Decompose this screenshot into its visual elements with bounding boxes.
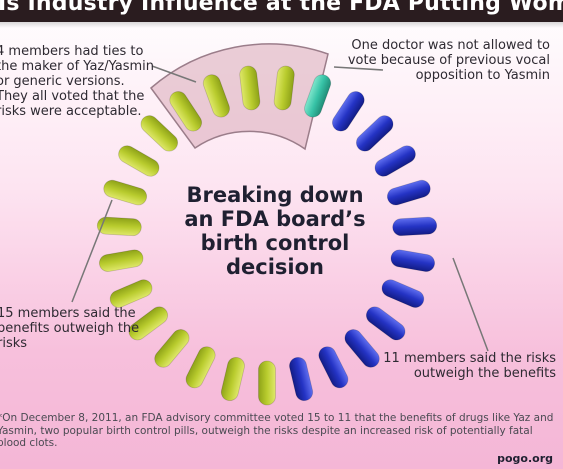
benefits-vote-pill	[103, 179, 148, 206]
risks-vote-pill	[355, 115, 394, 152]
center-title-line: decision	[226, 255, 324, 279]
benefits-vote-pill	[169, 91, 203, 132]
benefits-vote-pill	[239, 65, 261, 111]
pointer-line-risks	[452, 257, 489, 352]
center-title-line: birth control	[200, 231, 350, 255]
risks-vote-pill	[365, 306, 406, 341]
risks-vote-pill	[392, 216, 438, 237]
benefits-vote-pill	[154, 329, 190, 368]
title-bar: Is Industry Influence at the FDA Putting…	[0, 0, 563, 22]
benefits-vote-pill	[109, 279, 153, 308]
benefits-vote-pill	[99, 249, 144, 272]
title-shadow	[0, 22, 563, 28]
benefits-vote-pill	[258, 360, 276, 406]
risks-vote-pill	[390, 249, 435, 272]
benefits-vote-pill	[202, 74, 230, 118]
page-title: Is Industry Influence at the FDA Putting…	[0, 0, 563, 16]
pointer-line-excluded	[333, 66, 384, 71]
center-title-line: an FDA board’s	[184, 207, 366, 231]
risks-vote-pill	[289, 356, 314, 402]
benefits-vote-pill	[96, 216, 142, 237]
benefits-vote-pill	[220, 356, 245, 402]
benefits-vote-pill	[140, 115, 179, 152]
benefits-annotation: 15 members said the benefits outweigh th…	[0, 306, 140, 351]
not-voting-vote-pill	[304, 74, 332, 118]
risks-vote-pill	[344, 329, 380, 368]
benefits-vote-pill	[128, 306, 169, 341]
center-title-line: Breaking down	[186, 183, 364, 207]
pointer-line-ties	[151, 65, 197, 83]
industry-ties-annotation: 4 members had ties to the maker of Yaz/Y…	[0, 44, 155, 119]
risks-vote-pill	[318, 346, 349, 389]
risks-vote-pill	[381, 279, 425, 308]
footnote: *On December 8, 2011, an FDA advisory co…	[0, 412, 554, 449]
benefits-vote-pill	[185, 346, 216, 389]
benefits-vote-pill	[273, 65, 295, 111]
risks-vote-pill	[374, 145, 416, 177]
risks-vote-pill	[386, 179, 431, 206]
pointer-line-benefits	[71, 199, 113, 303]
excluded-doctor-annotation: One doctor was not allowed to vote becau…	[347, 38, 550, 83]
benefits-vote-pill	[118, 145, 160, 177]
risks-vote-pill	[331, 91, 365, 132]
source-credit: pogo.org	[497, 452, 553, 465]
center-title: Breaking down an FDA board’s birth contr…	[180, 183, 370, 279]
risks-annotation: 11 members said the risks outweigh the b…	[383, 351, 556, 381]
